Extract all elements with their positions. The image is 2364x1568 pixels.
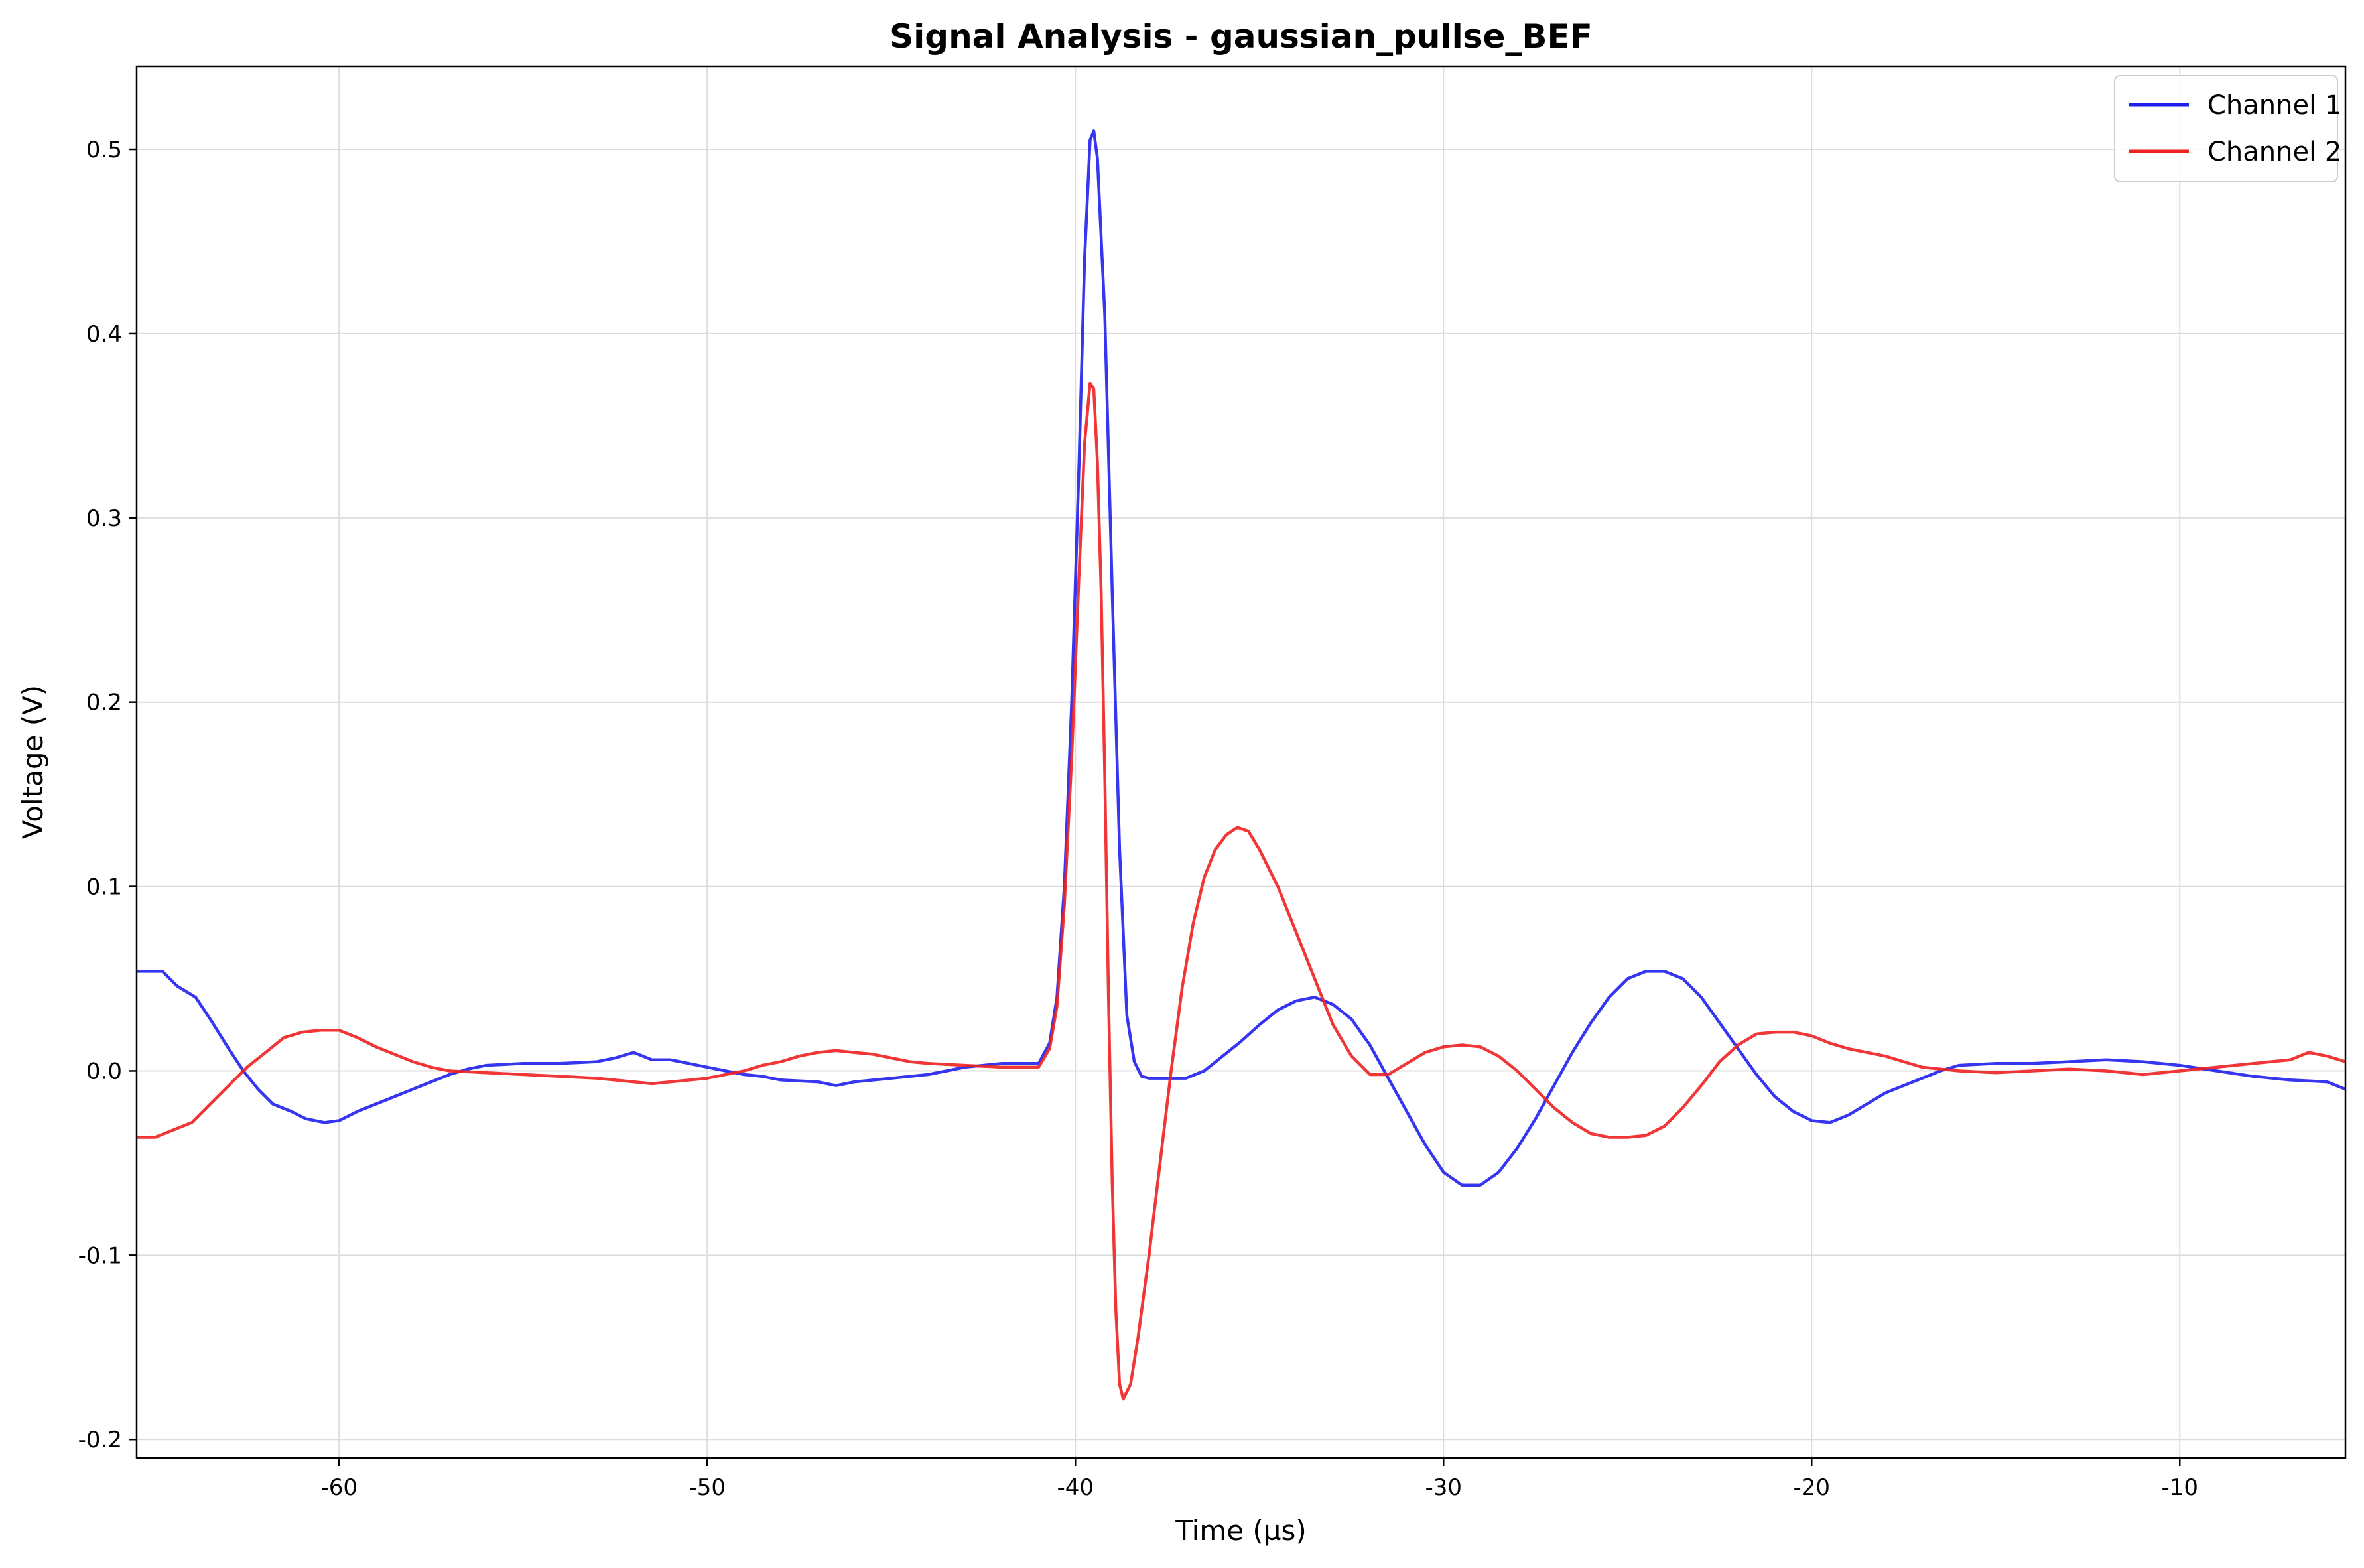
legend-box (2114, 75, 2338, 182)
series-layer (137, 129, 2345, 1401)
y-axis: -0.2 -0.1 0.0 0.1 0.2 0.3 0.4 0.5 (78, 137, 137, 1453)
x-tick-label: -20 (1793, 1474, 1830, 1501)
y-tick-label: 0.5 (86, 137, 122, 163)
x-tick-label: -50 (689, 1474, 726, 1501)
x-axis-label: Time (µs) (1175, 1514, 1307, 1547)
x-axis: -60 -50 -40 -30 -20 -10 (320, 1458, 2198, 1501)
x-tick-label: -10 (2161, 1474, 2198, 1501)
y-tick-label: 0.2 (86, 690, 122, 716)
series-line-channel-1 (137, 129, 2345, 1187)
y-tick-label: 0.0 (86, 1058, 122, 1084)
x-tick-label: -60 (320, 1474, 358, 1501)
legend-label: Channel 1 (2207, 90, 2341, 121)
legend-label: Channel 2 (2207, 137, 2341, 167)
y-tick-label: 0.3 (86, 505, 122, 532)
y-axis-label: Voltage (V) (17, 685, 49, 839)
legend: Channel 1 Channel 2 (2114, 75, 2341, 182)
x-tick-label: -30 (1425, 1474, 1462, 1501)
plot-frame (135, 65, 2347, 1459)
grid (137, 66, 2345, 1458)
y-tick-label: 0.4 (86, 321, 122, 348)
y-tick-label: 0.1 (86, 874, 122, 901)
y-tick-label: -0.1 (78, 1242, 122, 1269)
x-tick-label: -40 (1057, 1474, 1094, 1501)
y-tick-label: -0.2 (78, 1427, 122, 1453)
series-line-channel-2 (137, 381, 2345, 1401)
chart-title: Signal Analysis - gaussian_pullse_BEF (889, 17, 1593, 56)
